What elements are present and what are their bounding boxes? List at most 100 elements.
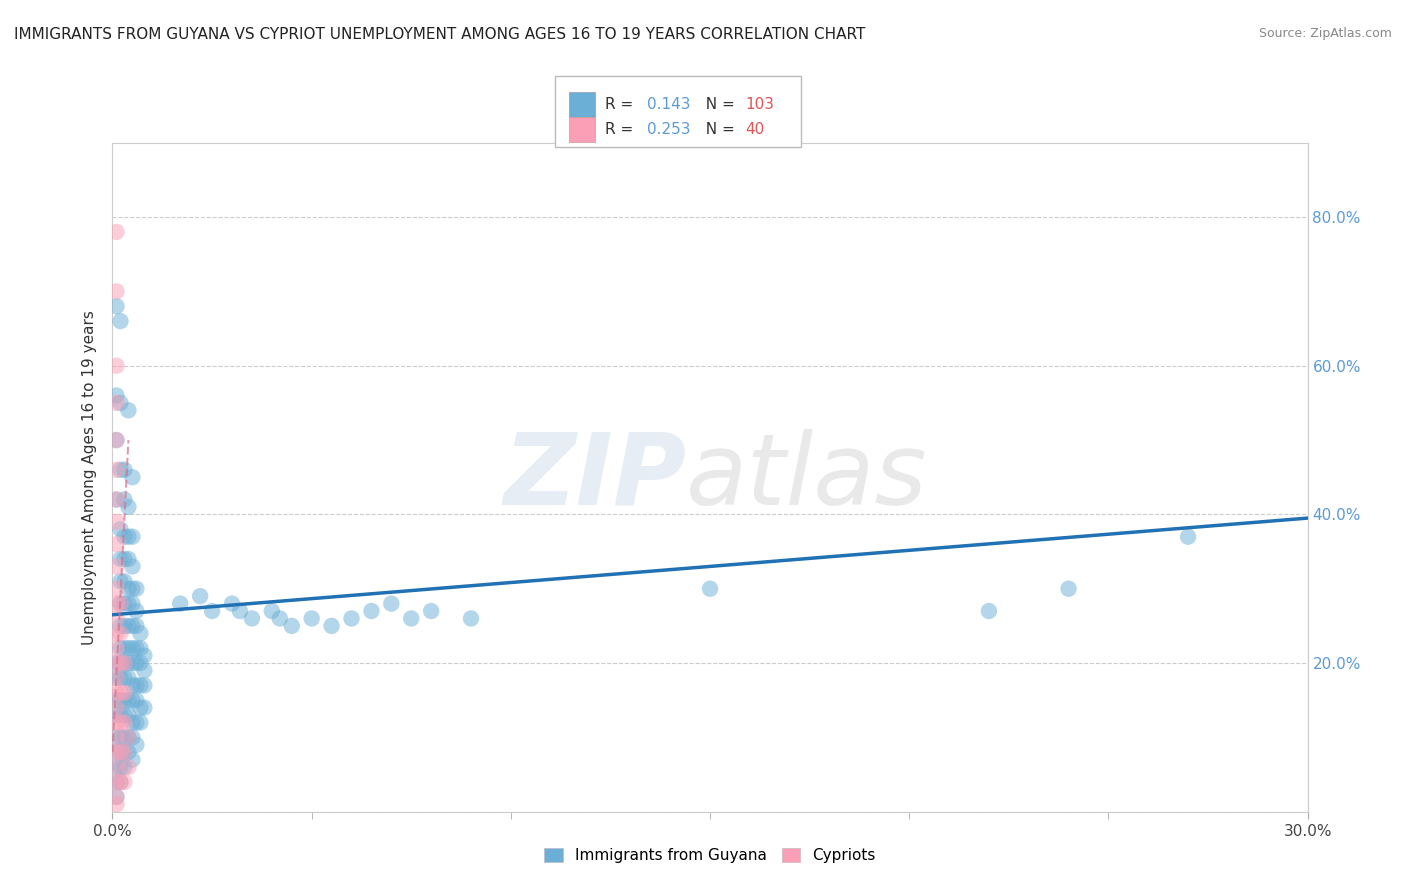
Text: ZIP: ZIP bbox=[503, 429, 686, 525]
Point bbox=[117, 760, 139, 774]
Point bbox=[110, 597, 132, 611]
Point bbox=[301, 611, 323, 625]
Point bbox=[114, 775, 135, 789]
Point bbox=[114, 574, 135, 589]
Point bbox=[105, 433, 128, 447]
Point bbox=[121, 559, 143, 574]
Point bbox=[110, 619, 132, 633]
Text: 0.253: 0.253 bbox=[647, 122, 690, 136]
Point bbox=[269, 611, 291, 625]
Point bbox=[121, 470, 143, 484]
Point bbox=[114, 530, 135, 544]
Point bbox=[134, 700, 156, 714]
Point bbox=[117, 597, 139, 611]
Text: R =: R = bbox=[605, 122, 638, 136]
Point bbox=[129, 626, 152, 640]
Point bbox=[105, 597, 128, 611]
Point bbox=[117, 731, 139, 745]
Point bbox=[121, 693, 143, 707]
Point bbox=[105, 299, 128, 313]
Point bbox=[105, 656, 128, 670]
Point bbox=[110, 574, 132, 589]
Point bbox=[129, 678, 152, 692]
Text: 103: 103 bbox=[745, 97, 775, 112]
Point bbox=[105, 775, 128, 789]
Point bbox=[114, 656, 135, 670]
Point bbox=[105, 433, 128, 447]
Point bbox=[105, 745, 128, 759]
Point bbox=[117, 582, 139, 596]
Point bbox=[114, 715, 135, 730]
Point bbox=[114, 708, 135, 723]
Point bbox=[105, 225, 128, 239]
Point bbox=[169, 597, 191, 611]
Point bbox=[221, 597, 243, 611]
Point bbox=[125, 641, 148, 656]
Point bbox=[117, 619, 139, 633]
Point bbox=[134, 664, 156, 678]
Point bbox=[117, 693, 139, 707]
Point bbox=[110, 314, 132, 328]
Point bbox=[380, 597, 402, 611]
Text: N =: N = bbox=[696, 122, 740, 136]
Point bbox=[105, 492, 128, 507]
Point bbox=[121, 678, 143, 692]
Point bbox=[125, 656, 148, 670]
Point bbox=[420, 604, 443, 618]
Point bbox=[114, 745, 135, 759]
Point bbox=[105, 515, 128, 529]
Point bbox=[125, 715, 148, 730]
Point bbox=[201, 604, 224, 618]
Point bbox=[117, 403, 139, 417]
Point bbox=[117, 656, 139, 670]
Point bbox=[114, 463, 135, 477]
Point bbox=[110, 708, 132, 723]
Point bbox=[1177, 530, 1199, 544]
Point bbox=[105, 285, 128, 299]
Point bbox=[188, 589, 211, 603]
Point bbox=[105, 760, 128, 774]
Point bbox=[105, 671, 128, 685]
Point bbox=[110, 745, 132, 759]
Point bbox=[105, 693, 128, 707]
Point bbox=[125, 582, 148, 596]
Point bbox=[105, 656, 128, 670]
Point bbox=[110, 775, 132, 789]
Point bbox=[281, 619, 304, 633]
Point bbox=[105, 641, 128, 656]
Point bbox=[105, 686, 128, 700]
Point bbox=[110, 686, 132, 700]
Point bbox=[129, 656, 152, 670]
Point bbox=[110, 671, 132, 685]
Point bbox=[110, 656, 132, 670]
Point bbox=[105, 760, 128, 774]
Point bbox=[117, 552, 139, 566]
Point bbox=[117, 641, 139, 656]
Point bbox=[117, 530, 139, 544]
Point bbox=[114, 760, 135, 774]
Point bbox=[360, 604, 382, 618]
Point bbox=[110, 552, 132, 566]
Point bbox=[117, 708, 139, 723]
Point bbox=[105, 396, 128, 410]
Point bbox=[114, 597, 135, 611]
Point bbox=[114, 656, 135, 670]
Point bbox=[125, 693, 148, 707]
Point bbox=[125, 619, 148, 633]
Text: Source: ZipAtlas.com: Source: ZipAtlas.com bbox=[1258, 27, 1392, 40]
Point bbox=[110, 731, 132, 745]
Point bbox=[105, 671, 128, 685]
Point bbox=[105, 789, 128, 804]
Point bbox=[1057, 582, 1080, 596]
Point bbox=[105, 537, 128, 551]
Point bbox=[121, 641, 143, 656]
Y-axis label: Unemployment Among Ages 16 to 19 years: Unemployment Among Ages 16 to 19 years bbox=[82, 310, 97, 645]
Point bbox=[105, 745, 128, 759]
Point bbox=[110, 597, 132, 611]
Point bbox=[105, 797, 128, 812]
Point bbox=[110, 760, 132, 774]
Point bbox=[110, 641, 132, 656]
Point bbox=[105, 492, 128, 507]
Point bbox=[114, 686, 135, 700]
Point bbox=[114, 693, 135, 707]
